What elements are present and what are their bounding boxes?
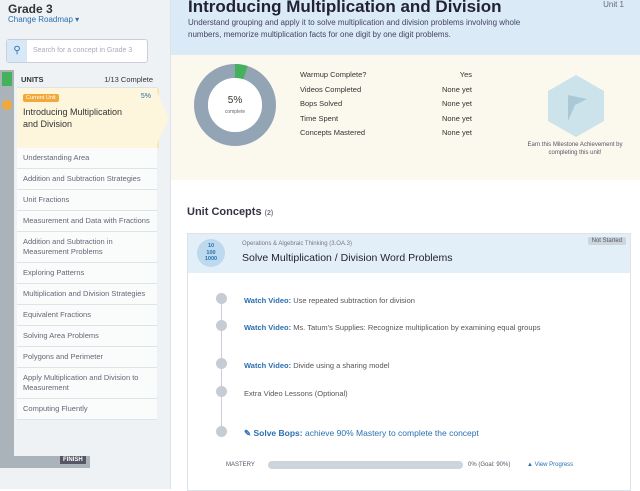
- road-marker: [2, 100, 12, 110]
- stat-label: Warmup Complete?: [300, 70, 367, 79]
- stat-value: None yet: [441, 113, 472, 123]
- current-pointer: [155, 88, 169, 148]
- stat-label: Bops Solved: [300, 99, 343, 108]
- concepts-count: (2): [264, 210, 274, 217]
- milestone-text: Earn this Milestone Achievement by compl…: [527, 142, 623, 156]
- concept-icon: 10 100 1000: [197, 239, 225, 267]
- summary-panel: 5% complete Warmup Complete? Yes Videos Co…: [171, 55, 640, 180]
- step-dot: [216, 320, 227, 331]
- stats-table: Warmup Complete? Yes Videos Completed None …: [300, 70, 472, 143]
- step-text: Use repeated subtraction for division: [293, 296, 415, 305]
- search-placeholder: Search for a concept in Grade 3: [33, 47, 133, 54]
- progress-arc: [234, 64, 248, 80]
- step-label: Watch Video:: [244, 296, 292, 305]
- stat-value: None yet: [441, 99, 472, 108]
- unit-item[interactable]: Equivalent Fractions: [17, 305, 157, 326]
- step-label: Watch Video:: [244, 323, 292, 332]
- step[interactable]: Extra Video Lessons (Optional): [244, 387, 544, 400]
- mastery-label: MASTERY: [226, 462, 255, 468]
- progress-label: 5%: [228, 95, 243, 106]
- step-label: Watch Video:: [244, 361, 292, 370]
- view-progress[interactable]: ▲ View Progress: [527, 462, 574, 468]
- concepts-title: Unit Concepts: [187, 206, 262, 218]
- mastery-bar: [268, 461, 463, 469]
- milestone-icon: [548, 75, 604, 137]
- step[interactable]: Watch Video: Use repeated subtraction fo…: [244, 294, 544, 307]
- unit-item[interactable]: Addition and Subtraction in Measurement …: [17, 232, 157, 263]
- view-progress-label: View Progress: [534, 462, 574, 468]
- concept-title: Solve Multiplication / Division Word Pro…: [242, 252, 453, 264]
- concepts-heading: Unit Concepts (2): [187, 206, 273, 218]
- step-dot: [216, 293, 227, 304]
- step-text: Divide using a sharing model: [293, 361, 390, 370]
- stat-row: Videos Completed None yet: [300, 85, 472, 100]
- stat-value: None yet: [441, 84, 472, 94]
- unit-item[interactable]: Exploring Patterns: [17, 263, 157, 284]
- sidebar: Grade 3 Change Roadmap ▾ ⚲ Search for a …: [0, 0, 171, 489]
- step[interactable]: Watch Video: Divide using a sharing mode…: [244, 359, 544, 372]
- unit-item[interactable]: Solving Area Problems: [17, 326, 157, 347]
- unit-description: Understand grouping and apply it to solv…: [188, 18, 521, 39]
- step[interactable]: ✎ Solve Bops: achieve 90% Mastery to com…: [244, 427, 544, 440]
- unit-item[interactable]: Measurement and Data with Fractions: [17, 211, 157, 232]
- card-header[interactable]: 10 100 1000 Operations & Algebraic Thinkin…: [188, 234, 630, 273]
- unit-title: Introducing Multiplication and Division: [188, 0, 502, 16]
- change-roadmap[interactable]: Change Roadmap ▾: [8, 15, 80, 24]
- stat-row: Bops Solved None yet: [300, 99, 472, 114]
- unit-item[interactable]: Apply Multiplication and Division to Mea…: [17, 368, 157, 399]
- concept-category: Operations & Algebraic Thinking (3.OA.3): [242, 241, 352, 247]
- stat-row: Warmup Complete? Yes: [300, 70, 472, 85]
- stat-label: Concepts Mastered: [300, 128, 366, 137]
- icon-line: 100: [206, 249, 216, 256]
- current-unit[interactable]: Current Unit 5% Introducing Multiplicati…: [17, 88, 159, 148]
- unit-item[interactable]: Addition and Subtraction Strategies: [17, 169, 157, 190]
- stat-value: None yet: [441, 128, 472, 137]
- unit-list: Understanding Area Addition and Subtracti…: [17, 148, 157, 420]
- icon-line: 1000: [204, 256, 218, 262]
- units-header: UNITS 1/13 Complete: [17, 72, 157, 88]
- step-dot: [216, 426, 227, 437]
- stat-row: Time Spent None yet: [300, 114, 472, 129]
- concept-card: 10 100 1000 Operations & Algebraic Thinkin…: [187, 233, 631, 491]
- units-complete: 1/13 Complete: [104, 75, 153, 84]
- step-label: Extra Video Lessons: [244, 389, 313, 398]
- donut-center: [208, 78, 262, 132]
- grade: Grade 3: [8, 2, 53, 16]
- units-label: UNITS: [21, 75, 44, 84]
- unit-header: Introducing Multiplication and Division …: [171, 0, 640, 55]
- step-text: Ms. Tatum's Supplies: Recognize multipli…: [293, 323, 541, 332]
- unit-item[interactable]: Multiplication and Division Strategies: [17, 284, 157, 305]
- unit-number: Unit 1: [603, 0, 624, 9]
- step-dot: [216, 386, 227, 397]
- current-percent: 5%: [140, 93, 151, 100]
- unit-item[interactable]: Polygons and Perimeter: [17, 347, 157, 368]
- stat-label: Time Spent: [300, 113, 339, 123]
- unit-item[interactable]: Understanding Area: [17, 148, 157, 169]
- unit-item[interactable]: Unit Fractions: [17, 190, 157, 211]
- icon-line: 10: [207, 243, 215, 249]
- search-box[interactable]: ⚲ Search for a concept in Grade 3: [6, 39, 148, 63]
- step[interactable]: Watch Video: Ms. Tatum's Supplies: Recog…: [244, 321, 544, 334]
- current-badge: Current Unit: [23, 94, 59, 102]
- step-text: (Optional): [314, 389, 348, 398]
- concept-status: Not Started: [587, 237, 626, 245]
- stat-row: Concepts Mastered None yet: [300, 128, 472, 143]
- step-dot: [216, 358, 227, 369]
- step-text: achieve 90% Mastery to complete the conc…: [304, 428, 479, 438]
- stat-label: Videos Completed: [300, 84, 362, 94]
- progress-caption: complete: [225, 109, 246, 115]
- road: [0, 70, 14, 460]
- mastery-percent: 0% (Goal: 90%): [468, 462, 511, 468]
- unit-item[interactable]: Computing Fluently: [17, 399, 157, 420]
- current-title: Introducing Multiplication and Division: [23, 107, 123, 129]
- finish: FINISH: [60, 456, 86, 464]
- step-label: ✎ Solve Bops:: [244, 428, 303, 438]
- stat-value: Yes: [459, 70, 472, 79]
- progress-donut: 5% complete: [194, 64, 276, 146]
- road-start: [2, 72, 12, 86]
